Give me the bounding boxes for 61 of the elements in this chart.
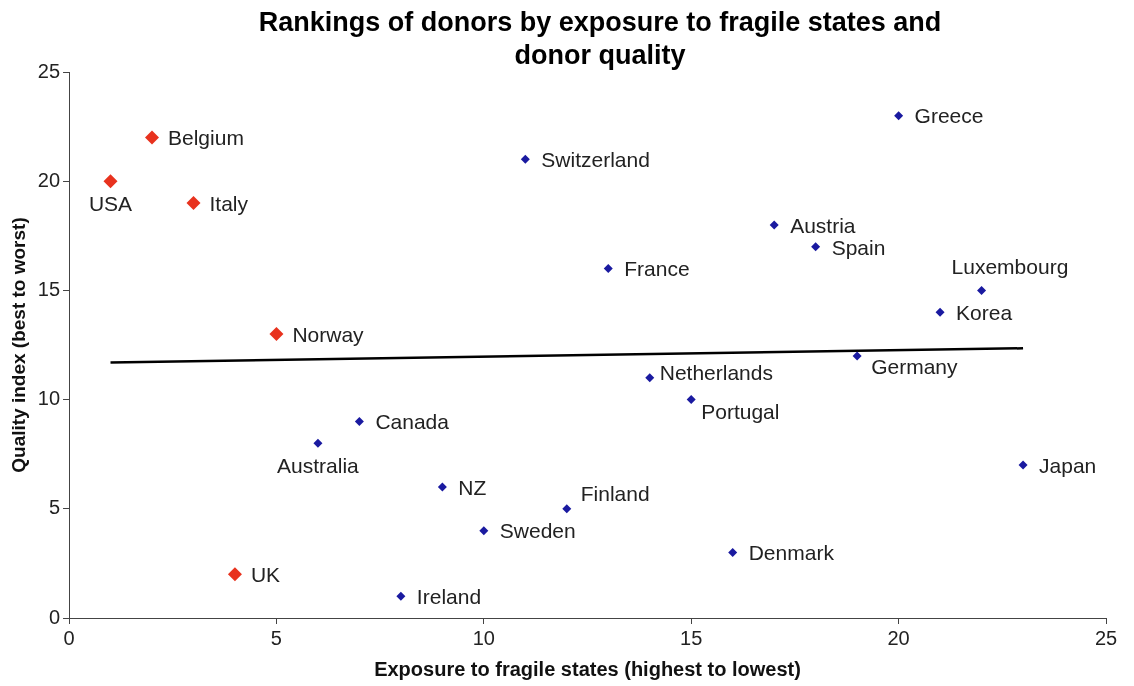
annotation: Finland	[580, 481, 650, 505]
y-tick-label: 25	[37, 59, 61, 82]
annotation: Austria	[790, 213, 856, 237]
point	[1018, 460, 1028, 470]
annotation: Denmark	[748, 541, 835, 565]
x-tick-label: 5	[270, 626, 282, 649]
annotation: Switzerland	[541, 148, 650, 172]
annotation: Korea	[956, 301, 1013, 325]
annotation: UK	[250, 563, 281, 587]
point	[686, 395, 696, 405]
annotation: Luxembourg	[951, 255, 1069, 279]
point	[728, 547, 738, 557]
point	[520, 154, 530, 164]
x-tick-label: 15	[680, 626, 703, 649]
point	[603, 264, 613, 274]
point	[811, 242, 821, 252]
y-tick-label: 5	[48, 496, 61, 519]
annotation: Ireland	[416, 584, 482, 608]
point	[769, 220, 779, 230]
point	[479, 526, 489, 536]
y-tick-label: 0	[48, 605, 61, 628]
point	[396, 591, 406, 601]
point	[227, 567, 242, 582]
point	[894, 111, 904, 121]
annotation: Norway	[292, 322, 365, 346]
annotation: Sweden	[499, 519, 576, 543]
annotation: Australia	[277, 454, 360, 478]
annotation: Germany	[871, 354, 958, 378]
x-tick-label: 0	[63, 626, 75, 649]
y-tick-label: 15	[37, 277, 61, 300]
point	[935, 307, 945, 317]
annotation: Greece	[914, 104, 984, 128]
point	[437, 482, 447, 492]
annotation: Portugal	[701, 400, 780, 424]
annotation: NZ	[458, 475, 487, 499]
chart-title: Rankings of donors by exposure to fragile states and donor quality	[257, 6, 943, 72]
annotation: Netherlands	[659, 360, 773, 384]
point	[354, 416, 364, 426]
point	[645, 373, 655, 383]
point	[186, 196, 201, 211]
x-tick-label: 25	[1094, 626, 1118, 649]
x-tick-label: 20	[887, 626, 910, 649]
point	[145, 130, 159, 145]
x-tick-label: 10	[472, 626, 495, 649]
annotation: France	[624, 257, 690, 281]
annotation: Canada	[375, 410, 450, 434]
annotation: Spain	[831, 235, 886, 259]
x-axis-title: Exposure to fragile states (highest to lowest)	[374, 657, 801, 680]
y-axis-title: Quality index (best to worst)	[7, 217, 29, 473]
y-tick-label: 20	[37, 168, 61, 191]
point	[977, 285, 987, 295]
point	[103, 174, 118, 189]
point	[852, 351, 862, 361]
y-tick-label: 10	[37, 387, 61, 410]
annotation: Belgium	[168, 126, 244, 150]
annotation: Italy	[209, 191, 249, 215]
point	[562, 504, 572, 514]
point	[269, 327, 284, 342]
point	[313, 438, 323, 448]
annotation: Japan	[1039, 453, 1097, 477]
annotation: USA	[88, 192, 133, 215]
